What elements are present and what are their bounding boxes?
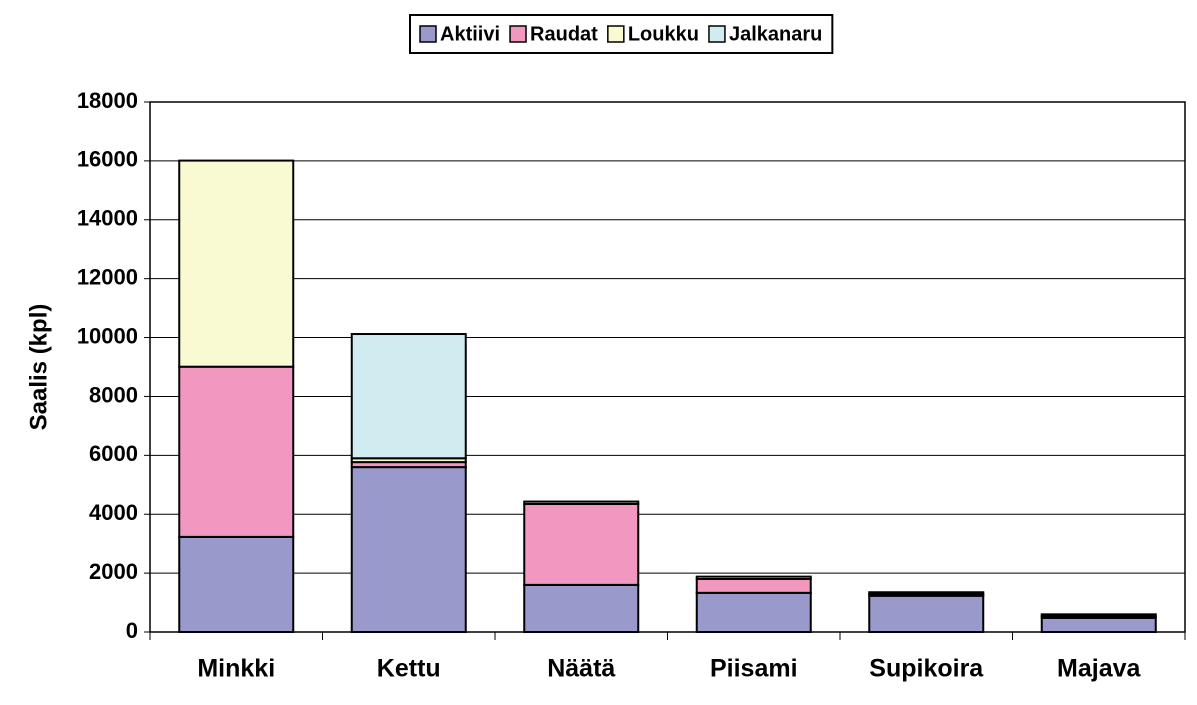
bar-segment — [178, 159, 295, 368]
bar-segment — [350, 466, 467, 633]
y-axis-label: Saalis (kpl) — [25, 304, 52, 431]
y-tick-label: 4000 — [89, 500, 138, 525]
x-tick-label: Minkki — [197, 655, 275, 683]
legend-swatch — [607, 25, 625, 43]
y-tick-label: 12000 — [77, 264, 138, 289]
bar-segment — [868, 594, 985, 633]
x-tick-label: Piisami — [710, 655, 798, 683]
bar-segment — [868, 591, 985, 596]
bar-segment — [350, 333, 467, 460]
legend-swatch — [419, 25, 437, 43]
y-tick-label: 0 — [126, 618, 138, 643]
bar-segment — [695, 578, 812, 594]
legend-label: Loukku — [628, 23, 699, 45]
bar-segment — [695, 591, 812, 633]
bar-segment — [1040, 613, 1157, 618]
y-tick-label: 8000 — [89, 382, 138, 407]
y-tick-label: 14000 — [77, 206, 138, 231]
legend-label: Raudat — [530, 23, 598, 45]
bar-segment — [695, 575, 812, 581]
bar-segment — [523, 500, 640, 505]
bar-segment — [178, 535, 295, 634]
y-tick-label: 6000 — [89, 441, 138, 466]
legend-label: Aktiivi — [440, 23, 500, 45]
legend-label: Jalkanaru — [729, 23, 822, 45]
x-tick-label: Kettu — [377, 655, 441, 683]
bar-segment — [1040, 616, 1157, 633]
x-tick-label: Supikoira — [869, 655, 984, 683]
y-tick-label: 18000 — [77, 88, 138, 113]
legend-swatch — [708, 25, 726, 43]
legend-swatch — [509, 25, 527, 43]
x-tick-label: Näätä — [547, 655, 615, 683]
y-tick-label: 2000 — [89, 559, 138, 584]
bar-segment — [523, 583, 640, 634]
y-tick-label: 16000 — [77, 147, 138, 172]
bar-segment — [178, 365, 295, 538]
plot-border — [149, 101, 1186, 633]
y-tick-label: 10000 — [77, 323, 138, 348]
x-tick-label: Majava — [1057, 655, 1141, 683]
bar-segment — [523, 502, 640, 586]
